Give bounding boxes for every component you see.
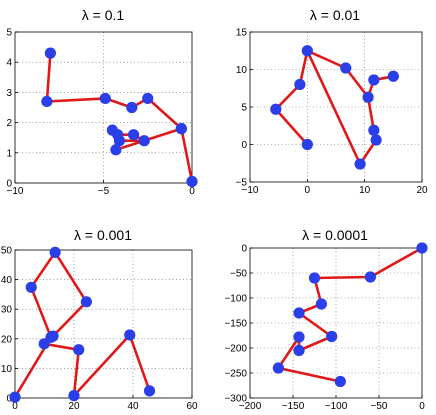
- panel-title: λ = 0.01: [310, 7, 360, 23]
- panel-lambda-0.01: λ = 0.01 −10 0 10 20 −5 0 5 10 15: [236, 7, 428, 196]
- y-tick-label: 0: [241, 140, 247, 151]
- x-tick-label: −10: [7, 186, 24, 197]
- data-point: [334, 375, 346, 388]
- data-point: [25, 281, 37, 293]
- x-tick-label: 20: [416, 185, 428, 196]
- data-point: [362, 91, 374, 103]
- y-tick-label: 40: [1, 275, 13, 286]
- route-line: [45, 53, 194, 183]
- x-tick-label: 0: [419, 401, 425, 412]
- y-tick-label: 20: [1, 334, 13, 345]
- data-point: [354, 158, 366, 170]
- y-tick-label: 3: [6, 88, 12, 99]
- y-tick-label: −150: [224, 319, 247, 330]
- x-tick-label: 10: [359, 185, 371, 196]
- data-point: [293, 331, 305, 343]
- x-tick-label: −150: [282, 401, 305, 412]
- data-point: [370, 134, 382, 146]
- y-tick-label: −5: [236, 178, 248, 189]
- data-point: [124, 329, 136, 341]
- x-tick-label: −10: [242, 185, 259, 196]
- data-point: [326, 330, 338, 343]
- y-tick-label: −100: [224, 294, 247, 305]
- x-tick-label: 20: [68, 401, 80, 412]
- y-tick-label: 2: [6, 118, 12, 129]
- y-tick-label: 0: [241, 244, 247, 255]
- y-tick-label: 30: [1, 305, 13, 316]
- data-point: [272, 362, 284, 374]
- data-point: [110, 144, 122, 156]
- data-point: [186, 175, 198, 188]
- panel-lambda-0.0001: λ = 0.0001 −200 −150 −100 −50 0 −300 −250 −200 −…: [224, 227, 428, 412]
- x-tick-label: 40: [127, 401, 139, 412]
- data-point: [9, 391, 21, 403]
- data-point: [99, 92, 111, 105]
- panel-lambda-0.001: λ = 0.001 0 20 40 60 0 10 20 30 40 50: [1, 227, 198, 412]
- data-point: [41, 95, 53, 108]
- data-point: [368, 124, 380, 136]
- data-point: [315, 298, 327, 310]
- y-tick-label: −50: [230, 269, 247, 280]
- y-tick-label: 5: [241, 103, 247, 114]
- data-point: [38, 338, 50, 350]
- axes-frame: [14, 249, 193, 399]
- route-line: [13, 251, 151, 398]
- x-tick-label: −50: [371, 401, 388, 412]
- data-point: [301, 138, 313, 151]
- y-tick-label: −300: [224, 394, 247, 405]
- x-tick-label: −100: [325, 401, 348, 412]
- x-tick-label: 0: [12, 401, 18, 412]
- y-tick-label: −250: [224, 369, 247, 380]
- data-point: [294, 78, 306, 91]
- y-tick-label: 5: [6, 28, 12, 39]
- data-point: [127, 129, 140, 141]
- axes-frame: [249, 247, 423, 399]
- y-tick-label: 15: [236, 28, 248, 39]
- route-line: [274, 49, 394, 166]
- data-point: [142, 92, 154, 105]
- panel-title: λ = 0.001: [74, 227, 132, 243]
- data-point: [106, 124, 118, 136]
- data-point: [80, 296, 92, 308]
- route-line: [277, 246, 423, 383]
- data-point: [270, 103, 282, 115]
- y-tick-label: 4: [6, 58, 12, 69]
- data-point: [301, 45, 313, 57]
- y-tick-label: 0: [6, 179, 12, 190]
- data-point: [340, 62, 352, 74]
- data-point: [126, 101, 138, 114]
- data-point: [293, 307, 305, 319]
- x-tick-label: −200: [239, 401, 262, 412]
- data-point: [416, 242, 428, 254]
- y-tick-label: 50: [1, 246, 13, 257]
- data-point: [73, 344, 85, 356]
- data-point: [293, 344, 305, 357]
- data-point: [387, 70, 399, 82]
- data-point: [308, 272, 321, 284]
- data-point: [368, 74, 380, 86]
- x-tick-label: 60: [186, 401, 198, 412]
- data-point: [47, 330, 59, 342]
- data-point: [68, 390, 80, 402]
- data-point: [175, 123, 187, 135]
- data-point: [143, 385, 156, 397]
- data-point: [364, 271, 376, 283]
- x-tick-label: 0: [189, 186, 195, 197]
- y-tick-label: 10: [236, 65, 248, 76]
- panel-title: λ = 0.0001: [302, 227, 368, 243]
- x-tick-label: −5: [98, 186, 110, 197]
- data-point: [138, 135, 150, 147]
- x-tick-label: 0: [305, 185, 311, 196]
- data-point: [49, 246, 61, 258]
- panel-lambda-0.1: λ = 0.1 −10 −5 0 0 1 2 3 4 5: [6, 7, 198, 197]
- y-tick-label: 10: [1, 364, 13, 375]
- axes-frame: [14, 31, 193, 184]
- y-tick-label: 1: [6, 148, 12, 159]
- panel-title: λ = 0.1: [82, 7, 125, 23]
- y-tick-label: 0: [6, 394, 12, 405]
- data-point: [44, 47, 57, 59]
- y-tick-label: −200: [224, 344, 247, 355]
